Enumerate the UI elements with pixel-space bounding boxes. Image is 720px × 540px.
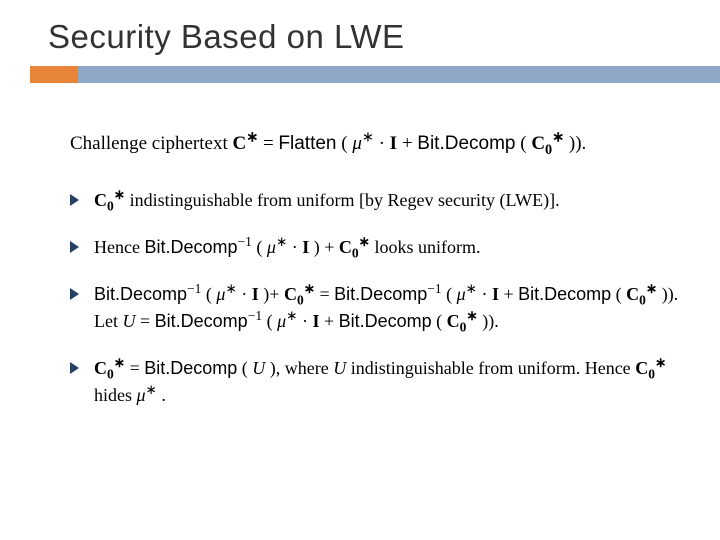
bitdecomp-fn: Bit.Decomp [339,311,432,331]
lead-eq: = [263,133,278,154]
item1-text: indistinguishable from uniform [by Regev… [130,190,560,210]
lead-text: Challenge ciphertext C∗ = Flatten ( μ∗ ·… [70,133,698,155]
lead-prefix: Challenge ciphertext [70,133,233,154]
lead-mu: μ∗ [352,133,374,154]
accent-blue [78,66,720,83]
item1-C0: C0∗ [94,190,125,210]
bitdecomp-fn: Bit.Decomp [144,237,237,257]
list-item: Bit.Decomp−1 ( μ∗ · I )+ C0∗ = Bit.Decom… [70,281,698,335]
lead-I: I [390,133,397,154]
bitdecomp-fn: Bit.Decomp [155,311,248,331]
lead-C0: C0∗ [531,133,564,154]
bitdecomp-fn: Bit.Decomp [334,284,427,304]
bitdecomp-fn: Bit.Decomp [417,133,515,154]
bitdecomp-fn: Bit.Decomp [144,358,237,378]
flatten-fn: Flatten [278,133,336,154]
bullet-list: C0∗ indistinguishable from uniform [by R… [70,187,698,409]
bitdecomp-fn: Bit.Decomp [518,284,611,304]
lead-C: C∗ [233,133,259,154]
list-item: C0∗ = Bit.Decomp ( U ), where U indistin… [70,355,698,409]
page-title: Security Based on LWE [0,0,720,66]
accent-orange [30,66,78,83]
content-area: Challenge ciphertext C∗ = Flatten ( μ∗ ·… [0,83,720,409]
item2-C0: C0∗ [339,237,370,257]
slide: Security Based on LWE Challenge cipherte… [0,0,720,540]
list-item: Hence Bit.Decomp−1 ( μ∗ · I ) + C0∗ look… [70,234,698,261]
accent-bar [30,66,720,83]
bitdecomp-fn: Bit.Decomp [94,284,187,304]
list-item: C0∗ indistinguishable from uniform [by R… [70,187,698,214]
